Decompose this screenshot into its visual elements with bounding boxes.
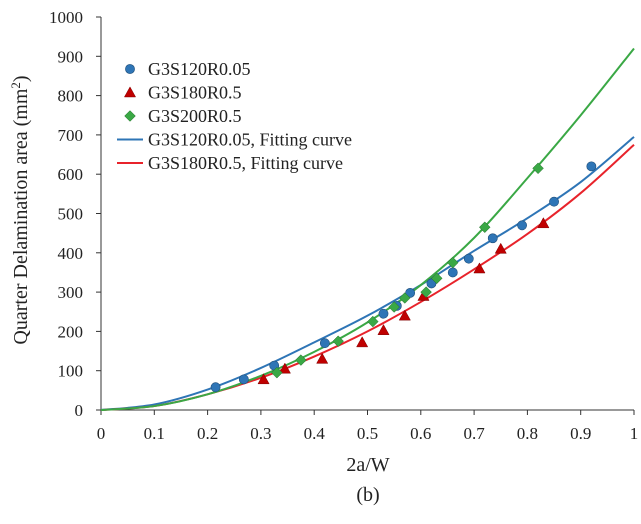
diamond-data-point (295, 354, 307, 366)
legend-circle-swatch (125, 64, 135, 74)
diamond-data-point (271, 366, 283, 379)
legend-label: G3S120R0.05, Fitting curve (148, 130, 352, 150)
triangle-data-point (398, 309, 411, 321)
marker-series (257, 217, 550, 385)
y-tick-label: 700 (58, 126, 84, 145)
axes: 0 0.1 0.2 0.3 0.4 0.5 0.6 0.7 0.8 0.9 1 0 100 200 300 4… (49, 8, 638, 443)
triangle-data-point (257, 373, 270, 385)
diamond-data-point (367, 315, 379, 328)
y-tick-label: 900 (58, 47, 84, 66)
y-tick-label: 0 (75, 401, 84, 420)
y-axis-title-close: ) (10, 75, 32, 82)
x-tick-label: 1 (630, 424, 639, 443)
fitting-curve-line (100, 143, 635, 411)
circle-data-point (405, 287, 416, 298)
marker-series (210, 161, 597, 393)
legend-label: G3S180R0.5 (148, 83, 242, 103)
panel-label: (b) (356, 484, 379, 506)
legend-diamond-swatch (124, 110, 136, 122)
legend-item: G3S120R0.05, Fitting curve (117, 130, 352, 150)
legend-triangle-swatch (123, 86, 137, 98)
triangle-data-point (377, 324, 390, 335)
triangle-data-point (537, 217, 550, 229)
legend-label: G3S120R0.05 (148, 59, 251, 79)
y-axis-title-superscript: 2 (8, 82, 23, 89)
y-tick-label: 400 (58, 244, 84, 263)
circle-data-point (586, 161, 597, 172)
y-tick-label: 500 (58, 205, 84, 224)
fitting-curve-line (100, 47, 635, 411)
y-tick-label: 300 (58, 283, 84, 302)
circle-data-point (378, 308, 389, 319)
circle-data-point (463, 253, 474, 264)
y-axis-title-text: Quarter Delamination area (mm (10, 88, 32, 344)
circle-data-point (319, 338, 330, 349)
diamond-data-point (388, 301, 400, 313)
x-tick-label: 0.8 (517, 424, 538, 443)
circle-data-point (517, 220, 527, 231)
y-tick-label: 100 (58, 362, 84, 381)
series-layer (100, 47, 635, 411)
x-tick-label: 0.3 (250, 424, 271, 443)
triangle-data-point (356, 336, 369, 348)
circle-data-point (210, 382, 221, 393)
legend-item: G3S120R0.05 (125, 59, 251, 79)
x-tick-label: 0.1 (144, 424, 165, 443)
triangle-data-point (278, 362, 291, 374)
y-tick-label: 600 (58, 165, 84, 184)
y-tick-label: 800 (58, 87, 84, 106)
y-tick-label: 1000 (49, 8, 83, 27)
x-tick-label: 0.5 (357, 424, 378, 443)
legend-item: G3S200R0.5 (124, 106, 242, 126)
legend-item: G3S180R0.5 (123, 83, 242, 103)
diamond-data-point (532, 162, 544, 175)
x-tick-label: 0.9 (570, 424, 591, 443)
circle-data-point (487, 233, 498, 244)
x-tick-label: 0.4 (304, 424, 326, 443)
circle-data-point (426, 278, 437, 289)
diamond-data-point (447, 256, 459, 269)
x-tick-label: 0 (97, 424, 106, 443)
x-tick-label: 0.6 (410, 424, 431, 443)
marker-series (271, 162, 544, 379)
circle-data-point (549, 196, 559, 207)
diamond-data-point (420, 286, 432, 298)
legend-label: G3S200R0.5 (148, 106, 242, 126)
x-tick-label: 0.7 (463, 424, 485, 443)
diamond-data-point (431, 272, 443, 285)
triangle-data-point (473, 262, 486, 274)
triangle-data-point (316, 352, 329, 364)
legend: G3S120R0.05 G3S180R0.5 G3S200R0.5 G3S120R0.… (117, 59, 352, 173)
x-axis-title: 2a/W (346, 454, 389, 476)
diamond-data-point (332, 335, 344, 347)
y-axis-title: Quarter Delamination area (mm2) (8, 75, 33, 344)
diamond-data-point (479, 221, 491, 234)
legend-item: G3S180R0.5, Fitting curve (117, 153, 343, 173)
legend-label: G3S180R0.5, Fitting curve (148, 153, 343, 173)
fitting-curve-line (100, 136, 635, 411)
circle-data-point (238, 374, 249, 385)
circle-data-point (447, 267, 458, 278)
triangle-data-point (494, 242, 507, 254)
diamond-data-point (399, 292, 411, 304)
x-tick-label: 0.2 (197, 424, 218, 443)
y-tick-label: 200 (58, 322, 84, 341)
